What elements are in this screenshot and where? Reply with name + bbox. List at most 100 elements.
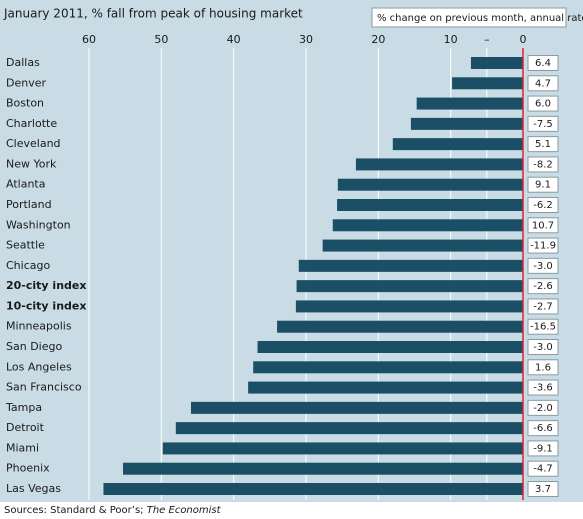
source-text: Sources: Standard & Poor’s; [4,505,144,516]
value-label: -2.0 [533,403,553,414]
value-label: -9.1 [533,443,553,454]
bar [295,300,523,313]
value-label: 1.6 [535,362,551,373]
value-label: -4.7 [533,464,553,475]
value-box [527,197,559,213]
category-label: 10-city index [6,299,86,312]
source-italic: The Economist [147,505,222,516]
value-label: -11.9 [530,241,556,252]
category-label: Phoenix [6,462,50,475]
value-box [527,55,559,71]
value-label: -16.5 [530,322,556,333]
value-box [527,115,559,132]
x-tick-label: 10 [444,33,458,46]
bar [277,320,523,333]
bar [416,97,523,110]
x-tick-label: 30 [299,33,313,46]
value-box [527,237,559,254]
x-tick-label: 60 [82,33,96,46]
category-label: San Diego [6,340,62,353]
bar [190,401,524,414]
bar [392,138,523,151]
value-label: -7.5 [533,119,553,130]
category-label: Miami [6,441,39,454]
x-tick-label: 20 [371,33,385,46]
value-box [527,298,559,315]
value-box [527,176,559,193]
value-box [527,95,559,112]
bar [298,259,523,272]
value-header: % change on previous month, annual rate [377,13,583,24]
category-label: Denver [6,76,46,89]
category-label: 20-city index [6,279,86,292]
value-box [527,379,559,396]
category-label: Boston [6,97,44,110]
value-box [527,75,559,92]
value-label: 6.4 [535,58,551,69]
value-label: 10.7 [532,220,554,231]
value-box [527,440,559,457]
bar [452,77,523,90]
category-label: Las Vegas [6,482,61,495]
category-label: Los Angeles [6,360,72,373]
category-label: Tampa [5,401,42,414]
value-label: -3.6 [533,383,553,394]
value-box [527,136,559,153]
category-label: Washington [6,218,71,231]
value-box [527,359,559,376]
category-label: New York [6,157,57,170]
category-label: San Francisco [6,381,82,394]
value-label: -8.2 [533,159,553,170]
bar [332,219,523,232]
value-label: -6.6 [533,423,553,434]
value-box [527,156,559,173]
bar [248,381,523,394]
category-label: Charlotte [6,117,57,130]
category-label: Portland [6,198,52,211]
bar [162,442,523,455]
value-label: 4.7 [535,78,551,89]
bar [257,341,523,353]
category-label: Dallas [6,56,40,69]
bar [103,483,523,495]
value-label: -3.0 [533,342,553,353]
category-label: Chicago [6,259,50,272]
source: Sources: Standard & Poor’s; The Economis… [4,505,222,516]
value-label: 9.1 [535,180,551,191]
bar [337,178,523,191]
value-box [527,420,559,437]
value-box [527,278,559,295]
category-label: Seattle [6,239,45,252]
value-header-box [371,7,567,28]
bar [296,280,523,293]
value-box [527,460,559,477]
bar [253,361,524,374]
value-label: 3.7 [535,484,551,495]
value-box [527,217,559,234]
category-label: Atlanta [6,178,45,191]
bar [470,57,523,69]
category-label: Detroit [6,421,45,434]
chart-title: January 2011, % fall from peak of housin… [3,7,303,21]
category-label: Cleveland [6,137,61,150]
x-tick-label: – [484,33,490,46]
x-tick-label: 0 [520,33,527,46]
category-label: Minneapolis [6,320,72,333]
bar [410,117,523,130]
value-box [527,257,559,274]
bar [355,158,523,171]
value-box [527,481,559,497]
value-box [527,339,559,355]
x-tick-label: 50 [154,33,168,46]
value-label: -6.2 [533,200,553,211]
x-tick-label: 40 [227,33,241,46]
bar [322,239,523,252]
value-label: -3.0 [533,261,553,272]
bar [337,199,523,211]
bar [122,462,523,475]
bar [175,422,524,435]
value-label: 6.0 [535,99,551,110]
value-label: -2.6 [533,281,553,292]
value-box [527,399,559,416]
